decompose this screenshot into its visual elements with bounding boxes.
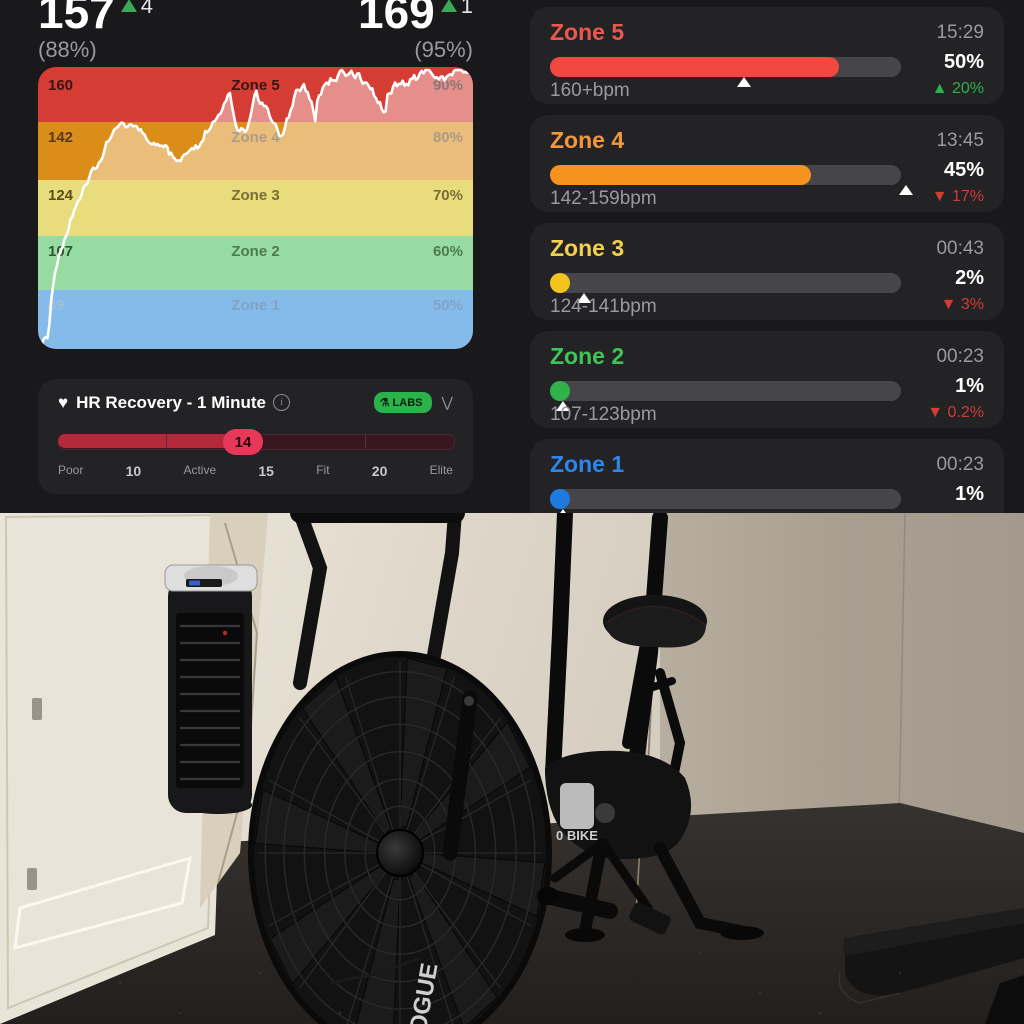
svg-text:0 BIKE: 0 BIKE	[556, 828, 598, 843]
